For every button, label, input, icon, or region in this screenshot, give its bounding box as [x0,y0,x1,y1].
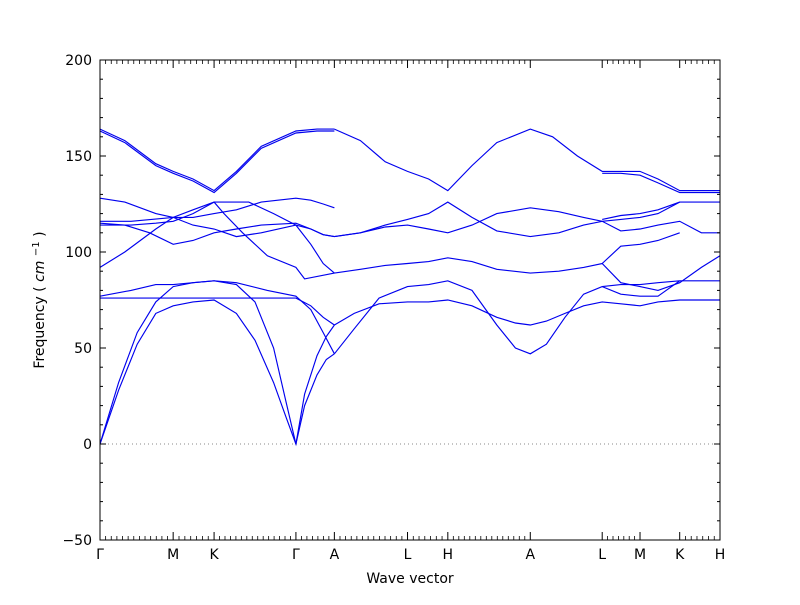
x-axis-label: Wave vector [366,571,454,587]
y-axis-label-unit: cm [32,261,48,282]
y-axis-label: Frequency ( cm −1 ) [31,231,49,368]
phonon-band-15 [334,201,720,238]
series-layer [99,128,721,447]
y-tick-label: 100 [65,245,92,261]
phonon-band-17 [334,128,720,192]
phonon-band-10 [99,128,335,192]
phonon-band-1 [99,280,335,445]
phonon-band-3 [100,297,335,326]
phonon-band-6 [100,201,335,274]
y-axis-label-open: ( [32,286,48,291]
phonon-band-20 [602,201,680,220]
x-tick-label: H [715,547,726,563]
x-tick-label: K [209,547,219,563]
phonon-band-16 [334,201,720,238]
x-tick-label: Γ [96,547,104,563]
y-axis-label-text: Frequency [32,296,48,368]
x-tick-label: A [525,547,535,563]
x-tick-label: H [443,547,454,563]
y-tick-label: 50 [74,341,92,357]
x-tick-label: L [404,547,412,563]
x-tick-label: L [598,547,606,563]
phonon-band-12 [333,280,720,355]
phonon-band-21 [602,172,720,194]
phonon-band-13 [334,299,720,326]
phonon-band-19 [601,232,680,264]
y-axis-label-unit-exp: −1 [31,241,42,256]
y-axis-label-close: ) [32,231,48,236]
x-tick-label: Γ [292,547,300,563]
phonon-band-4 [99,280,335,355]
phonon-band-9 [100,197,335,222]
plot-frame [99,59,721,541]
x-tick-label: A [330,547,340,563]
y-tick-label: 0 [83,437,92,453]
phonon-band-11 [99,130,335,194]
phonon-band-18 [601,280,681,297]
tick-layer [99,59,721,541]
x-tick-label: M [167,547,179,563]
y-tick-label: −50 [62,533,92,549]
y-tick-label: 200 [65,53,92,69]
phonon-band-8 [99,197,335,238]
phonon-band-14 [334,255,721,291]
y-tick-label: 150 [65,149,92,165]
x-tick-label: M [634,547,646,563]
x-tick-label: K [675,547,685,563]
label-layer: Wave vector Frequency ( cm −1 ) −50 0 50 10… [31,53,726,587]
phonon-band-2 [99,299,335,447]
